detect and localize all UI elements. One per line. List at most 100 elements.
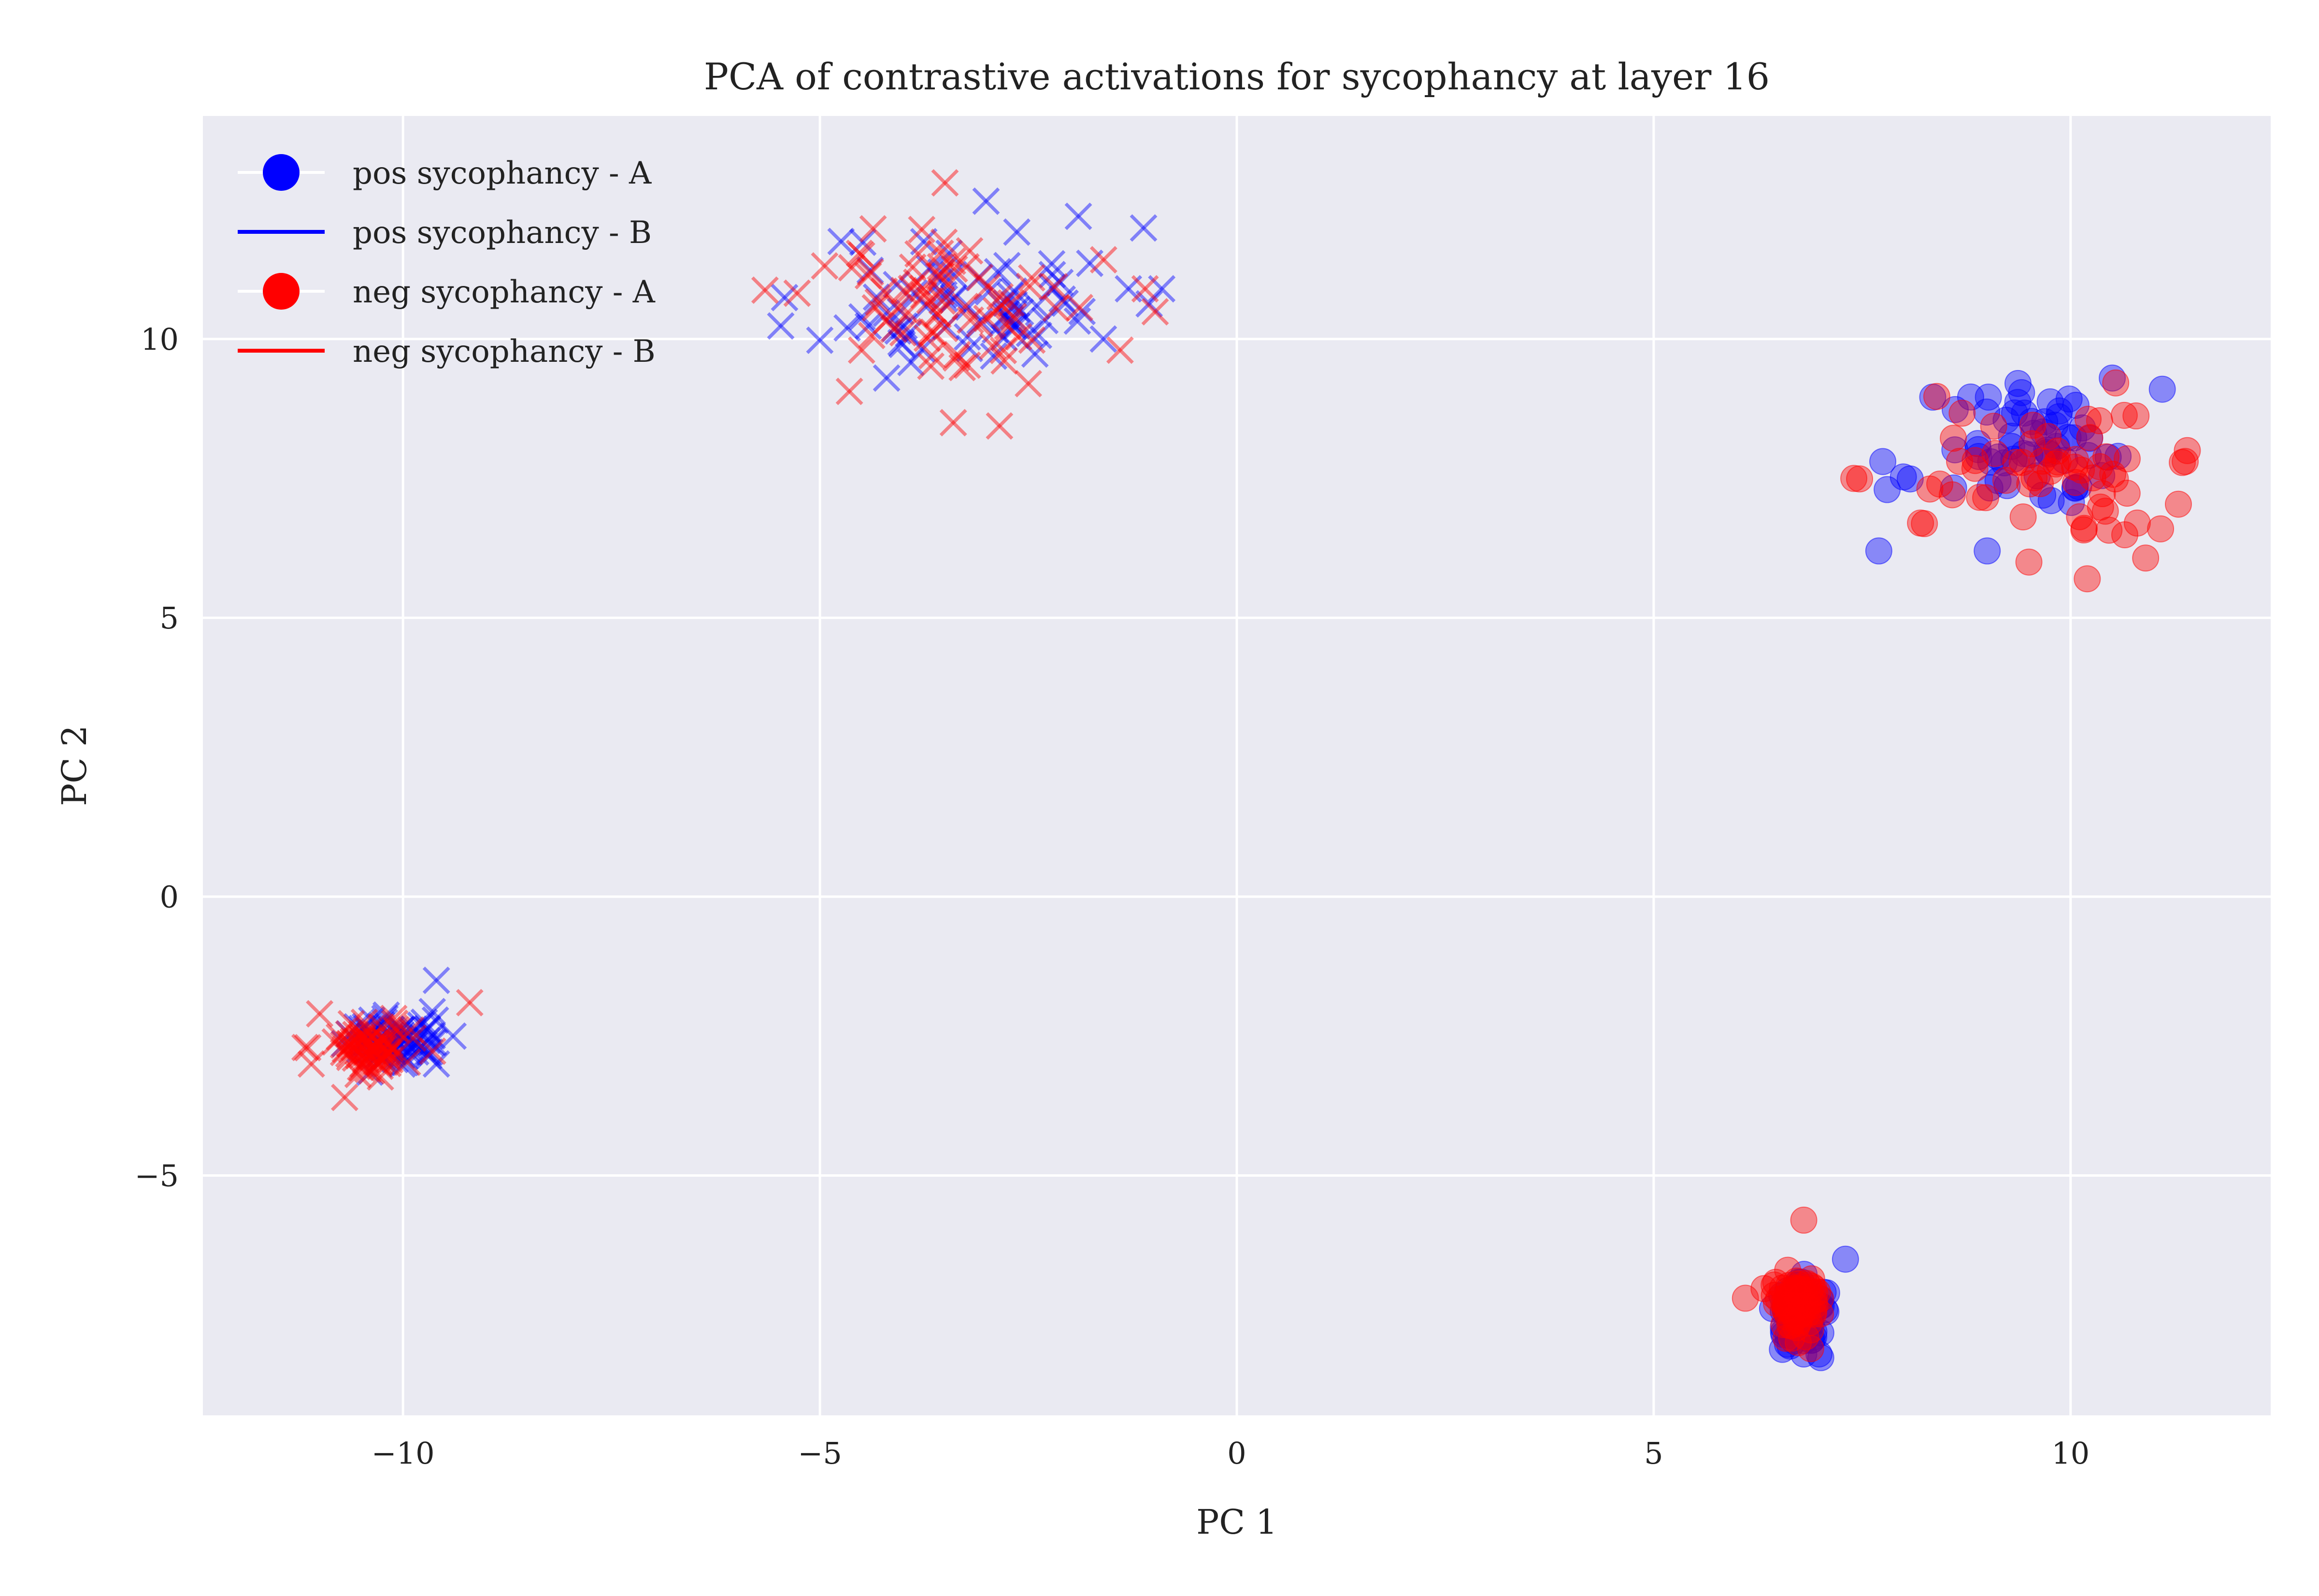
x-stroke: [348, 1020, 376, 1048]
legend-label: neg sycophancy - B: [353, 334, 656, 370]
scatter-point-x: [908, 215, 936, 243]
x-stroke: [924, 301, 952, 329]
x-stroke: [1025, 321, 1053, 349]
x-stroke: [354, 1055, 382, 1083]
x-stroke: [996, 306, 1024, 334]
x-stroke: [373, 1034, 401, 1062]
scatter-point-x: [953, 351, 981, 379]
x-stroke: [355, 1026, 383, 1054]
x-stroke: [908, 335, 936, 363]
x-stroke: [898, 274, 926, 302]
x-stroke: [342, 1021, 370, 1049]
x-stroke: [862, 283, 890, 311]
x-stroke: [352, 1046, 380, 1074]
x-stroke: [1038, 260, 1066, 288]
x-stroke: [930, 285, 959, 313]
scatter-point-x: [376, 1024, 404, 1052]
x-stroke: [374, 1049, 402, 1077]
x-stroke: [381, 1009, 409, 1037]
x-stroke: [1016, 319, 1044, 347]
x-stroke: [988, 291, 1016, 319]
scatter-point: [2034, 423, 2062, 450]
x-stroke: [335, 1040, 363, 1068]
scatter-point-x: [1017, 264, 1045, 292]
scatter-point-x: [348, 1020, 376, 1048]
scatter-point-x: [387, 1016, 415, 1044]
scatter-point-x: [835, 377, 863, 405]
x-stroke: [887, 328, 915, 356]
x-stroke: [955, 293, 983, 321]
x-stroke: [1148, 275, 1176, 303]
x-stroke: [806, 326, 834, 354]
x-stroke: [955, 293, 983, 321]
scatter-point-x: [1106, 336, 1134, 364]
x-stroke: [953, 351, 981, 379]
scatter-point-x: [342, 1044, 370, 1072]
scatter-point: [2074, 565, 2101, 593]
scatter-point: [1732, 1284, 1759, 1312]
scatter-point-x: [849, 228, 877, 256]
x-stroke: [330, 1083, 358, 1112]
x-stroke: [845, 240, 873, 268]
x-stroke: [989, 336, 1017, 364]
x-stroke: [387, 1016, 415, 1044]
x-stroke: [346, 1031, 374, 1059]
scatter-point-x: [353, 1037, 381, 1065]
x-stroke: [873, 364, 901, 392]
x-stroke: [422, 1050, 450, 1078]
scatter-point-x: [1021, 340, 1049, 368]
scatter-point-x: [365, 1048, 393, 1076]
scatter-point-x: [894, 299, 922, 327]
scatter-point-x: [927, 267, 955, 295]
x-stroke: [956, 335, 984, 362]
scatter-point: [2099, 364, 2126, 392]
x-stroke: [1000, 277, 1028, 305]
scatter-point-x: [1115, 275, 1143, 303]
x-stroke: [951, 293, 979, 320]
x-stroke: [366, 1031, 394, 1059]
scatter-point-x: [355, 1017, 383, 1045]
x-stroke: [1018, 326, 1046, 354]
scatter-point-x: [873, 364, 901, 392]
x-stroke: [984, 257, 1012, 285]
x-stroke: [342, 1021, 370, 1049]
scatter-point-x: [1076, 249, 1104, 277]
x-stroke: [306, 1000, 334, 1028]
scatter-point-x: [986, 412, 1014, 440]
scatter-point-x: [370, 1042, 398, 1070]
x-stroke: [986, 283, 1014, 311]
scatter-point-x: [925, 262, 953, 290]
scatter-point: [1973, 399, 2001, 426]
x-stroke: [354, 1027, 382, 1055]
scatter-point-x: [353, 1014, 381, 1042]
scatter-point-x: [378, 1036, 406, 1064]
x-stroke: [1003, 296, 1031, 324]
x-stroke: [935, 239, 963, 267]
scatter-point-x: [369, 1034, 397, 1062]
scatter-point-x: [1131, 275, 1159, 303]
x-stroke: [346, 1035, 374, 1063]
x-stroke: [401, 1038, 429, 1066]
scatter-point: [2091, 498, 2119, 525]
scatter-point-x: [414, 1014, 442, 1042]
scatter-point-x: [350, 1029, 378, 1057]
x-stroke: [366, 1030, 394, 1058]
x-stroke: [368, 1036, 396, 1063]
x-stroke: [930, 228, 958, 256]
scatter-point-x: [352, 1046, 380, 1074]
x-stroke: [974, 278, 1002, 306]
x-stroke: [372, 1029, 401, 1057]
x-stroke: [371, 1004, 399, 1032]
x-stroke: [358, 1006, 386, 1034]
scatter-point: [1765, 1285, 1792, 1313]
scatter-point-x: [346, 1031, 374, 1059]
scatter-point-x: [416, 1038, 444, 1066]
scatter-point-x: [342, 1021, 370, 1049]
scatter-point-x: [910, 228, 938, 256]
scatter-point-x: [912, 293, 940, 321]
scatter-point-x: [1016, 272, 1044, 300]
scatter-point-x: [1006, 298, 1034, 326]
scatter-point-x: [418, 998, 446, 1026]
x-stroke: [416, 1038, 444, 1066]
